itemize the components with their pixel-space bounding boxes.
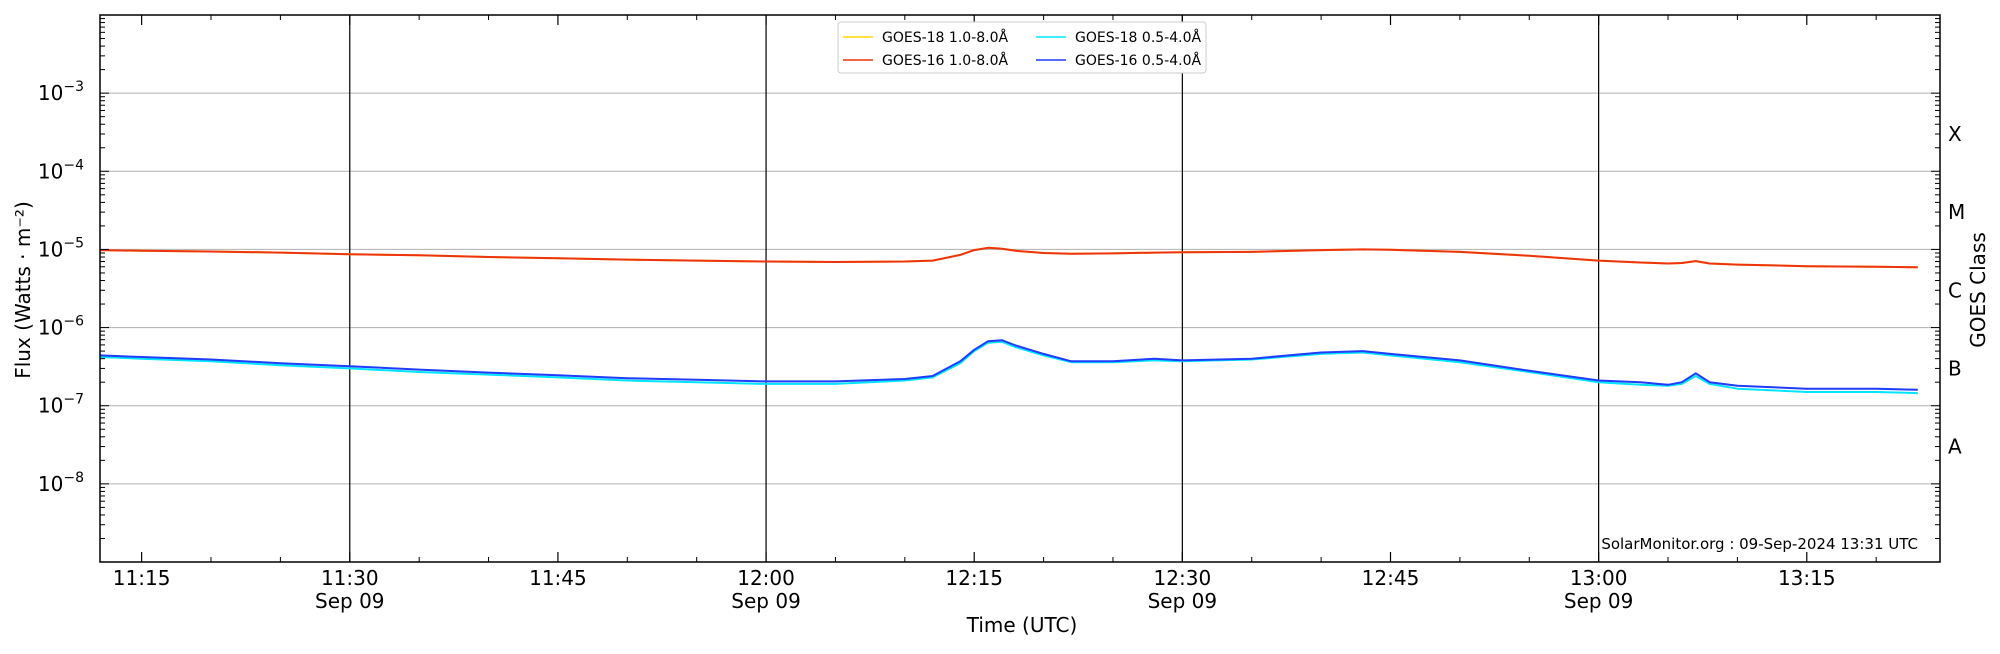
goes-class-label-m: M	[1948, 200, 1965, 224]
vertical-lines-layer	[349, 15, 1600, 562]
x-tick-date-label: Sep 09	[315, 589, 385, 613]
legend-label: GOES-18 1.0-8.0Å	[882, 29, 1008, 46]
series-line-2	[99, 246, 1918, 269]
series-layer	[99, 246, 1918, 395]
x-tick-date-label: Sep 09	[1564, 589, 1634, 613]
x-tick-date-label: Sep 09	[1148, 589, 1218, 613]
x-tick-label: 11:15	[113, 566, 171, 590]
credit-text: SolarMonitor.org : 09-Sep-2024 13:31 UTC	[1601, 535, 1918, 553]
x-axis-label: Time (UTC)	[966, 613, 1078, 637]
x-tick-label: 12:15	[945, 566, 1003, 590]
legend-item-goes16-short: GOES-16 0.5-4.0Å	[1036, 52, 1201, 69]
x-tick-label: 13:00	[1570, 566, 1628, 590]
y-tick-label: 10−8	[38, 470, 84, 496]
grid-layer	[100, 92, 1940, 485]
x-tick-label: 11:30	[321, 566, 379, 590]
tick-layer	[100, 15, 1940, 563]
x-tick-label: 11:45	[529, 566, 587, 590]
y-tick-labels: 10−8 10−7 10−6 10−5 10−4 10−3	[38, 79, 84, 496]
legend-item-goes18-short: GOES-18 0.5-4.0Å	[1036, 29, 1201, 46]
y2-axis-label: GOES Class	[1966, 232, 1990, 348]
x-tick-label: 12:30	[1154, 566, 1212, 590]
legend-label: GOES-16 0.5-4.0Å	[1075, 52, 1201, 69]
goes-class-label-b: B	[1948, 356, 1962, 380]
y-tick-label: 10−6	[38, 314, 84, 340]
legend-label: GOES-18 0.5-4.0Å	[1075, 29, 1201, 46]
goes-class-label-a: A	[1948, 435, 1962, 459]
goes-class-label-c: C	[1948, 278, 1962, 302]
x-tick-date-label: Sep 09	[731, 589, 801, 613]
y-axis-label: Flux (Watts · m⁻²)	[11, 201, 35, 379]
series-line-3	[99, 340, 1918, 395]
legend: GOES-18 1.0-8.0Å GOES-16 1.0-8.0Å GOES-1…	[837, 21, 1207, 74]
x-tick-label: 12:00	[737, 566, 795, 590]
y-tick-label: 10−4	[38, 157, 84, 183]
goes-class-label-x: X	[1948, 122, 1962, 146]
legend-item-goes18-long: GOES-18 1.0-8.0Å	[843, 29, 1008, 46]
legend-label: GOES-16 1.0-8.0Å	[882, 52, 1008, 69]
x-tick-label: 13:15	[1778, 566, 1836, 590]
series-line-4	[99, 339, 1918, 391]
legend-item-goes16-long: GOES-16 1.0-8.0Å	[843, 52, 1008, 69]
y-tick-label: 10−7	[38, 392, 84, 418]
x-tick-label: 12:45	[1362, 566, 1420, 590]
legend-box	[837, 21, 1207, 74]
goes-class-labels: A B C M X	[1948, 122, 1965, 459]
plot-frame	[99, 14, 1941, 563]
y-tick-label: 10−5	[38, 235, 84, 261]
y-tick-label: 10−3	[38, 79, 84, 105]
